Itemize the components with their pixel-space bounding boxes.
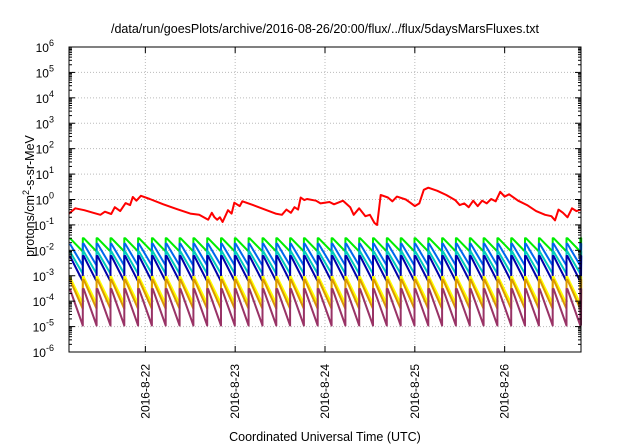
y-axis-label-base: protons/cm (23, 195, 37, 257)
x-tick-label: 2016-8-23 (228, 364, 242, 419)
series-line-5 (69, 255, 583, 283)
x-axis-label: Coordinated Universal Time (UTC) (229, 430, 421, 444)
y-tick-label: 10-3 (33, 267, 54, 284)
y-axis-ticks: 10-610-510-410-310-210-11001011021031041… (33, 38, 581, 360)
y-tick-label: 102 (36, 140, 54, 157)
y-tick-exponent: -4 (46, 292, 54, 302)
y-tick-exponent: 3 (49, 114, 54, 124)
y-tick-base: 10 (33, 244, 47, 258)
y-axis-label-sup: 2 (21, 190, 31, 195)
y-tick-label: 10-5 (33, 318, 54, 335)
y-tick-label: 10-6 (33, 343, 54, 360)
y-tick-base: 10 (36, 92, 50, 106)
y-tick-base: 10 (36, 168, 50, 182)
y-tick-label: 103 (36, 114, 54, 131)
x-tick-label: 2016-8-22 (138, 364, 152, 419)
y-tick-base: 10 (36, 41, 50, 55)
y-tick-label: 106 (36, 38, 54, 55)
y-tick-base: 10 (33, 270, 47, 284)
y-tick-exponent: 0 (49, 191, 54, 201)
y-axis-label-rest: -s-sr-MeV (23, 134, 37, 190)
series-line-2 (69, 237, 583, 253)
series-line-3 (69, 242, 583, 267)
y-tick-exponent: 4 (49, 89, 54, 99)
y-tick-label: 105 (36, 63, 54, 80)
series-line-8 (68, 288, 583, 327)
y-tick-exponent: 6 (49, 38, 54, 48)
y-tick-base: 10 (36, 194, 50, 208)
y-tick-label: 101 (36, 165, 54, 182)
y-tick-base: 10 (36, 66, 50, 80)
x-axis-ticks: 2016-8-22 2016-8-23 2016-8-24 2016-8-25 2016… (138, 47, 512, 419)
x-tick-label: 2016-8-25 (408, 364, 422, 419)
y-tick-base: 10 (36, 117, 50, 131)
y-tick-base: 10 (33, 346, 47, 360)
y-tick-base: 10 (36, 143, 50, 157)
y-tick-base: 10 (33, 219, 47, 233)
series-line-6 (68, 275, 583, 305)
y-tick-label: 10-2 (33, 241, 54, 258)
x-tick-label: 2016-8-26 (498, 364, 512, 419)
y-tick-base: 10 (33, 295, 47, 309)
x-tick-label: 2016-8-24 (318, 364, 332, 419)
y-tick-exponent: -3 (46, 267, 54, 277)
y-tick-exponent: -1 (46, 216, 54, 226)
chart-title: /data/run/goesPlots/archive/2016-08-26/2… (111, 22, 540, 36)
y-tick-exponent: 2 (49, 140, 54, 150)
series-line-7 (68, 278, 583, 310)
y-axis-label: protons/cm2-s-sr-MeV (21, 134, 37, 256)
y-tick-exponent: -2 (46, 241, 54, 251)
y-tick-exponent: -5 (46, 318, 54, 328)
y-tick-label: 100 (36, 191, 54, 208)
y-tick-exponent: -6 (46, 343, 54, 353)
y-tick-exponent: 1 (49, 165, 54, 175)
series-line-1 (68, 186, 582, 226)
data-series (68, 186, 583, 327)
y-tick-label: 10-1 (33, 216, 54, 233)
y-tick-label: 104 (36, 89, 54, 106)
y-tick-exponent: 5 (49, 63, 54, 73)
y-tick-label: 10-4 (33, 292, 54, 309)
y-tick-base: 10 (33, 321, 47, 335)
series-line-4 (69, 250, 583, 275)
